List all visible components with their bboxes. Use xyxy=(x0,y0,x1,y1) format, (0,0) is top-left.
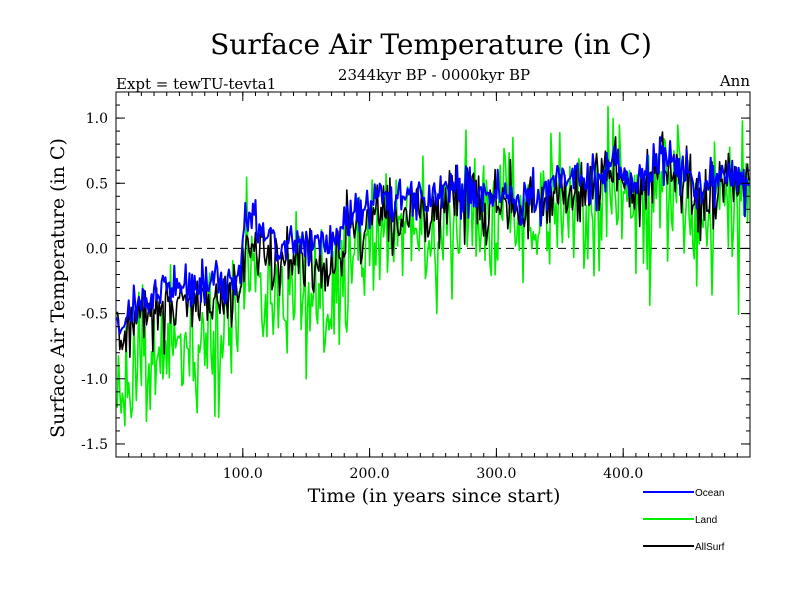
y-tick-label: 0.0 xyxy=(86,241,108,257)
y-axis-label: Surface Air Temperature (in C) xyxy=(47,138,69,438)
y-tick-label: -1.5 xyxy=(81,437,108,453)
expt-label: Expt = tewTU-tevta1 xyxy=(116,75,276,93)
legend-label-allsurf: AllSurf xyxy=(695,542,725,553)
legend-label-land: Land xyxy=(695,515,717,526)
chart-title: Surface Air Temperature (in C) xyxy=(210,28,652,61)
y-tick-label: -0.5 xyxy=(81,307,108,323)
y-tick-label: 0.5 xyxy=(86,176,108,192)
x-axis-label: Time (in years since start) xyxy=(308,485,561,507)
chart-subtitle: 2344kyr BP - 0000kyr BP xyxy=(338,66,530,84)
x-tick-label: 400.0 xyxy=(603,466,643,482)
x-tick-label: 300.0 xyxy=(476,466,516,482)
x-tick-label: 200.0 xyxy=(350,466,390,482)
y-tick-label: 1.0 xyxy=(86,111,108,127)
y-tick-label: -1.0 xyxy=(81,372,108,388)
ann-label: Ann xyxy=(719,72,750,90)
legend-label-ocean: Ocean xyxy=(695,488,724,499)
x-tick-label: 100.0 xyxy=(223,466,263,482)
series-line-ocean xyxy=(116,136,750,335)
